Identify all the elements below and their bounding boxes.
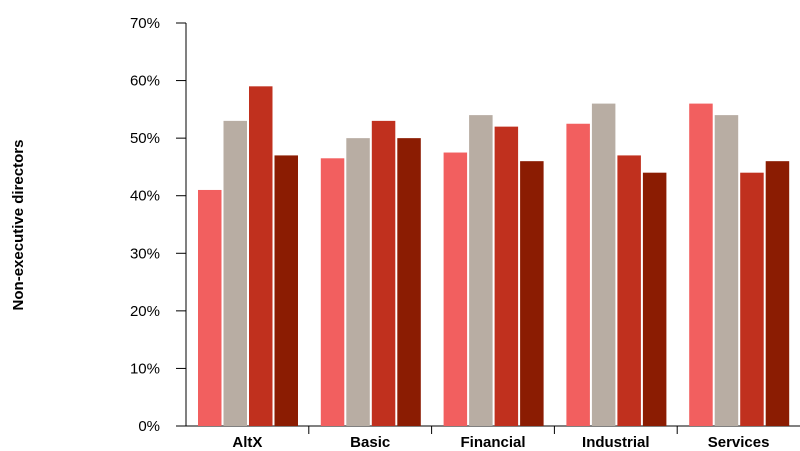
bar [320,158,345,427]
bar [617,155,641,426]
x-category-label: Basic [350,434,390,451]
y-tick-label: 60% [130,73,160,90]
bar [642,172,667,426]
bar [274,155,298,426]
x-category-label: Industrial [582,434,650,451]
bar [397,138,421,426]
bar [443,152,468,427]
bar [494,126,519,426]
bar [469,115,493,426]
bar [223,120,247,426]
y-tick-label: 20% [130,303,160,320]
bar [346,138,370,426]
bar [249,86,273,426]
y-tick-label: 50% [130,130,160,147]
y-tick-label: 10% [130,360,160,377]
y-tick-label: 40% [130,188,160,205]
bars [198,86,790,427]
bar [591,103,616,426]
bar [566,123,590,426]
bar [198,189,222,426]
bar [520,161,544,426]
bar [714,115,739,426]
x-category-label: Financial [460,434,525,451]
y-tick-label: 70% [130,15,160,32]
y-tick-label: 30% [130,245,160,262]
bar [689,103,713,426]
x-category-label: AltX [232,434,262,451]
y-axis-title-group: Non-executive directors [10,140,27,311]
x-category-label: Services [708,434,770,451]
bar [740,172,764,426]
y-tick-label: 0% [138,418,160,435]
labels: 0% 10% 20% 30% 40% 50% 60% 70% AltX Basic Financia… [130,15,769,451]
bar [765,161,790,426]
bar [371,120,396,426]
y-axis-title: Non-executive directors [10,140,27,311]
